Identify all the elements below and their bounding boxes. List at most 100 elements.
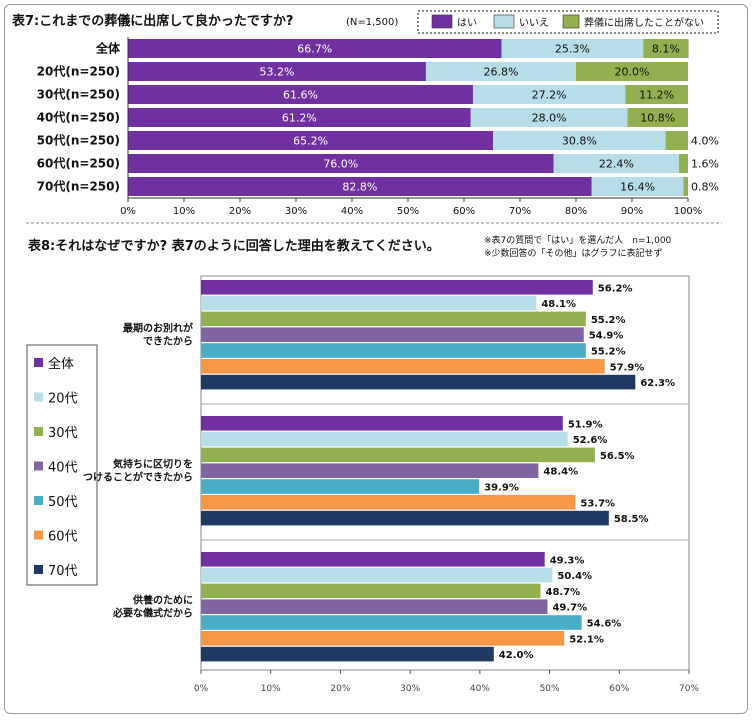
chart2-data-label: 49.3% xyxy=(550,555,585,566)
chart1-category-label: 50代(n=250) xyxy=(37,133,120,148)
chart2-x-tick-label: 10% xyxy=(261,684,281,694)
chart1-subtitle: (N=1,500) xyxy=(346,17,398,28)
chart2-legend-swatch xyxy=(34,565,43,574)
chart2-bar xyxy=(201,463,539,478)
chart2-bar xyxy=(201,431,568,447)
chart2-legend-swatch xyxy=(34,530,43,540)
chart2-legend-label: 60代 xyxy=(48,530,78,545)
chart2-bar xyxy=(201,311,586,327)
chart2-data-label: 55.2% xyxy=(591,315,626,326)
chart1-data-label: 76.0% xyxy=(323,158,358,171)
chart2-data-label: 48.7% xyxy=(546,587,581,598)
chart1-data-label: 11.2% xyxy=(639,89,674,102)
chart1-x-tick-label: 20% xyxy=(229,206,251,217)
chart1-data-label: 61.6% xyxy=(283,89,318,102)
chart2-data-label: 55.2% xyxy=(591,347,626,358)
chart2-note: ※少数回答の「その他」はグラフに表記せず xyxy=(484,247,663,259)
chart2-x-tick-label: 30% xyxy=(400,684,420,694)
chart-frame xyxy=(4,4,748,714)
chart2-bar xyxy=(201,599,548,614)
chart2-legend-label: 30代 xyxy=(48,426,78,441)
chart2-data-label: 48.4% xyxy=(543,467,578,478)
chart2-x-tick-label: 60% xyxy=(609,684,629,694)
chart2-legend-swatch xyxy=(34,461,43,471)
chart2-data-label: 54.9% xyxy=(589,331,624,342)
chart2-group-label: 最期のお別れが xyxy=(123,321,194,334)
chart1-bar xyxy=(665,131,688,150)
chart2-group-label: できたから xyxy=(143,335,193,347)
chart1-bar xyxy=(643,39,689,58)
chart2-bar xyxy=(201,552,545,567)
chart1-category-label: 70代(n=250) xyxy=(37,179,120,194)
chart2-group-label: 気持ちに区切りを xyxy=(112,457,193,470)
chart2-bar xyxy=(201,583,541,599)
chart2-data-label: 52.6% xyxy=(573,435,608,446)
chart1-bar xyxy=(128,39,502,58)
chart2-data-label: 52.1% xyxy=(569,634,604,645)
chart1-data-label: 4.0% xyxy=(691,135,719,148)
chart2-legend-label: 70代 xyxy=(48,564,78,579)
chart2-legend-swatch xyxy=(34,358,43,367)
chart1-bar xyxy=(591,177,684,196)
chart1-data-label: 25.3% xyxy=(555,43,590,56)
chart2-bar xyxy=(201,374,636,390)
chart1-data-label: 82.8% xyxy=(342,181,377,194)
chart1-data-label: 1.6% xyxy=(691,158,719,171)
chart2-data-label: 51.9% xyxy=(568,419,603,430)
chart2-legend-swatch xyxy=(34,496,43,505)
chart1-bar xyxy=(472,85,626,104)
chart1-x-tick-label: 80% xyxy=(565,206,587,217)
chart1-category-label: 20代(n=250) xyxy=(37,64,120,79)
chart1-title: 表7:これまでの葬儀に出席して良かったですか? xyxy=(11,13,293,29)
chart1-data-label: 8.1% xyxy=(652,43,680,56)
chart1-bar xyxy=(576,62,688,81)
chart2-x-tick-label: 70% xyxy=(679,684,699,694)
chart1-bar xyxy=(553,154,680,173)
chart1-bar xyxy=(627,108,688,127)
chart1-x-tick-label: 90% xyxy=(621,206,643,217)
chart2-legend-swatch xyxy=(34,427,43,436)
chart2-group-label: 供養のために xyxy=(132,593,193,606)
chart1-x-tick-label: 50% xyxy=(397,206,419,217)
chart2-bar xyxy=(201,327,584,342)
chart1-bar xyxy=(425,62,576,81)
chart2-data-label: 42.0% xyxy=(499,650,534,661)
chart2-bar xyxy=(201,495,576,510)
chart1-legend-swatch xyxy=(431,14,453,29)
chart2-data-label: 53.7% xyxy=(580,498,615,509)
chart1-bar xyxy=(128,154,554,173)
chart2-x-tick-label: 40% xyxy=(470,684,490,694)
chart1-data-label: 20.0% xyxy=(615,66,650,79)
chart1-category-label: 30代(n=250) xyxy=(37,87,120,102)
chart2-bar xyxy=(201,646,494,662)
chart2-note: ※表7の質問で「はい」を選んだ人 n=1,000 xyxy=(484,234,672,246)
chart1-data-label: 65.2% xyxy=(293,135,328,148)
chart1-data-label: 61.2% xyxy=(282,112,317,125)
chart2-bar xyxy=(201,416,563,431)
chart1-data-label: 16.4% xyxy=(620,181,655,194)
chart2-x-tick-label: 50% xyxy=(540,684,560,694)
chart1-x-tick-label: 40% xyxy=(341,206,363,217)
chart2-data-label: 56.2% xyxy=(598,283,633,294)
chart2-bar xyxy=(201,510,609,526)
chart1-bar xyxy=(501,39,644,58)
chart1-category-label: 40代(n=250) xyxy=(37,110,120,125)
chart1-category-label: 60代(n=250) xyxy=(37,156,120,171)
chart2-bar xyxy=(201,343,586,358)
chart1-data-label: 28.0% xyxy=(532,112,567,125)
chart1-x-tick-label: 100% xyxy=(674,206,703,217)
chart1-bar xyxy=(625,85,688,104)
chart1-bar xyxy=(128,177,592,196)
chart1-legend-label: 葬儀に出席したことがない xyxy=(584,16,704,29)
chart2-data-label: 50.4% xyxy=(557,571,592,582)
chart1-data-label: 27.2% xyxy=(532,89,567,102)
chart2-legend-label: 40代 xyxy=(48,461,78,476)
chart2-data-label: 57.9% xyxy=(610,362,645,373)
chart2-x-tick-label: 20% xyxy=(330,684,350,694)
chart2-x-tick-label: 0% xyxy=(194,684,209,694)
chart2-data-label: 56.5% xyxy=(600,451,635,462)
chart1-data-label: 66.7% xyxy=(297,43,332,56)
chart2-bar xyxy=(201,447,595,463)
chart1-data-label: 22.4% xyxy=(599,158,634,171)
